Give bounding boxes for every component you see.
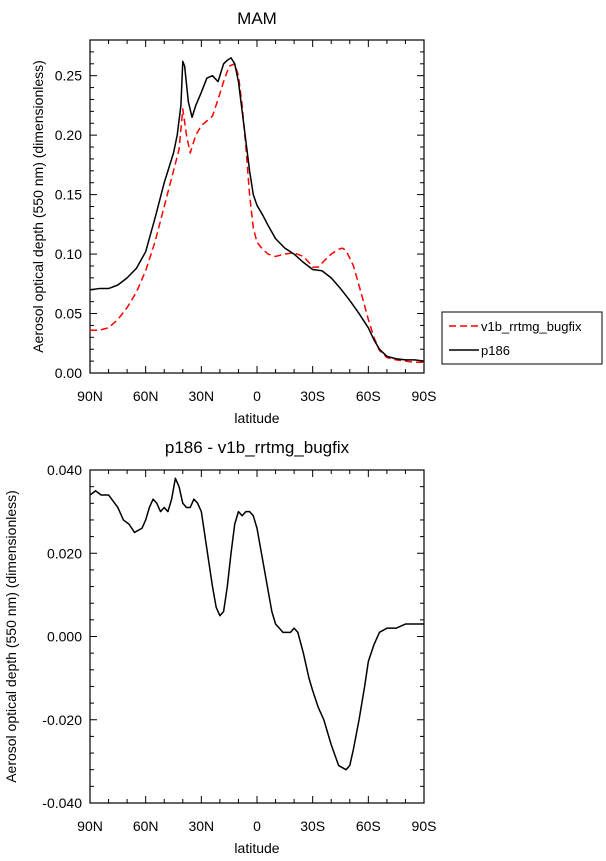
y-tick-label: -0.020 xyxy=(42,712,82,728)
y-tick-label: 0.020 xyxy=(47,545,82,561)
y-tick-label: 0.05 xyxy=(55,306,82,322)
y-tick-label: 0.20 xyxy=(55,127,82,143)
y-axis-label: Aerosol optical depth (550 nm) (dimensio… xyxy=(30,60,46,353)
x-tick-label: 0 xyxy=(253,388,261,404)
legend-box xyxy=(441,311,603,365)
legend: v1b_rrtmg_bugfix p186 xyxy=(441,311,603,365)
chart-title: MAM xyxy=(237,9,277,28)
x-axis-label: latitude xyxy=(234,410,279,426)
x-tick-label: 30N xyxy=(188,818,214,834)
y-tick-label: 0.00 xyxy=(55,365,82,381)
x-tick-label: 30N xyxy=(188,388,214,404)
y-axis-label: Aerosol optical depth (550 nm) (dimensio… xyxy=(3,490,19,783)
x-tick-label: 60S xyxy=(356,818,381,834)
x-tick-label: 90N xyxy=(77,388,103,404)
x-tick-label: 90N xyxy=(77,818,103,834)
x-tick-label: 60S xyxy=(356,388,381,404)
legend-label: v1b_rrtmg_bugfix xyxy=(481,319,582,334)
series-line-v1b-rrtmg-bugfix xyxy=(90,63,424,364)
x-tick-label: 60N xyxy=(133,388,159,404)
chart-title: p186 - v1b_rrtmg_bugfix xyxy=(165,438,350,457)
y-tick-label: 0.15 xyxy=(55,187,82,203)
y-tick-label: 0.10 xyxy=(55,246,82,262)
x-axis-label: latitude xyxy=(234,840,279,856)
series-line-p186-v1b-rrtmg-bugfix xyxy=(89,477,424,771)
x-tick-label: 60N xyxy=(133,818,159,834)
y-tick-label: -0.040 xyxy=(42,795,82,811)
series-line-p186 xyxy=(89,57,425,362)
x-tick-label: 30S xyxy=(300,388,325,404)
y-tick-label: 0.040 xyxy=(47,462,82,478)
x-tick-label: 0 xyxy=(253,818,261,834)
y-tick-label: 0.25 xyxy=(55,68,82,84)
legend-label: p186 xyxy=(481,343,510,358)
x-tick-label: 90S xyxy=(412,388,437,404)
x-tick-label: 90S xyxy=(412,818,437,834)
y-tick-label: 0.000 xyxy=(47,629,82,645)
plot-frame-1 xyxy=(89,469,425,804)
x-tick-label: 30S xyxy=(300,818,325,834)
